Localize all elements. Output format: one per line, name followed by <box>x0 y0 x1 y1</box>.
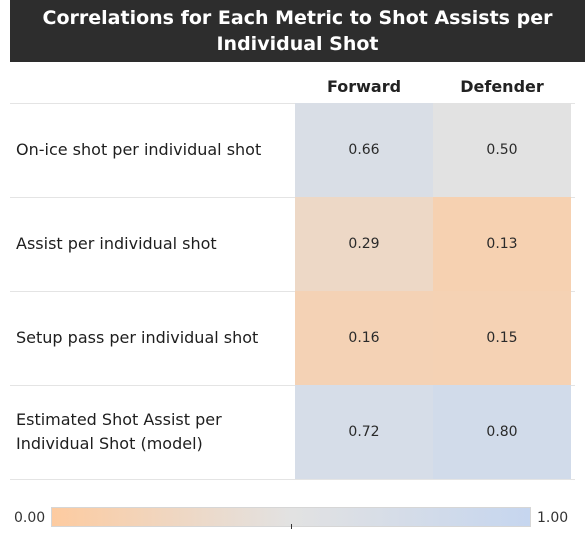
legend-min-label: 0.00 <box>14 508 45 528</box>
row-label-text: Estimated Shot Assist per Individual Shot… <box>16 408 222 456</box>
row-label: Setup pass per individual shot <box>16 291 296 385</box>
row-label-line: Estimated Shot Assist per <box>16 408 222 432</box>
heatmap-cell: 0.13 <box>433 197 571 291</box>
row-label-line: Setup pass per individual shot <box>16 326 258 350</box>
legend-center-tick <box>291 524 292 529</box>
row-label-text: Setup pass per individual shot <box>16 326 258 350</box>
row-label: Estimated Shot Assist per Individual Shot… <box>16 385 296 479</box>
legend-max-label: 1.00 <box>537 508 568 528</box>
row-label-line: Individual Shot (model) <box>16 432 222 456</box>
row-label: Assist per individual shot <box>16 197 296 291</box>
heatmap-cell: 0.72 <box>295 385 433 479</box>
heatmap-cell: 0.50 <box>433 103 571 197</box>
chart-title-line-2: Individual Shot <box>10 31 585 57</box>
cell-value-label: 0.13 <box>486 236 517 252</box>
heatmap-cell: 0.66 <box>295 103 433 197</box>
cell-value-label: 0.50 <box>486 142 517 158</box>
row-divider <box>10 479 575 480</box>
row-label-line: Assist per individual shot <box>16 232 217 256</box>
row-label: On-ice shot per individual shot <box>16 103 296 197</box>
row-label-text: Assist per individual shot <box>16 232 217 256</box>
row-label-line: On-ice shot per individual shot <box>16 138 261 162</box>
cell-value-label: 0.80 <box>486 424 517 440</box>
heatmap-cell: 0.80 <box>433 385 571 479</box>
heatmap-cell: 0.16 <box>295 291 433 385</box>
cell-value-label: 0.29 <box>348 236 379 252</box>
heatmap-cell: 0.29 <box>295 197 433 291</box>
cell-value-label: 0.66 <box>348 142 379 158</box>
row-label-text: On-ice shot per individual shot <box>16 138 261 162</box>
column-header-forward: Forward <box>295 74 433 100</box>
cell-value-label: 0.72 <box>348 424 379 440</box>
chart-title: Correlations for Each Metric to Shot Ass… <box>10 0 585 62</box>
chart-title-line-1: Correlations for Each Metric to Shot Ass… <box>10 5 585 31</box>
cell-value-label: 0.15 <box>486 330 517 346</box>
cell-value-label: 0.16 <box>348 330 379 346</box>
heatmap-cell: 0.15 <box>433 291 571 385</box>
column-header-defender: Defender <box>433 74 571 100</box>
